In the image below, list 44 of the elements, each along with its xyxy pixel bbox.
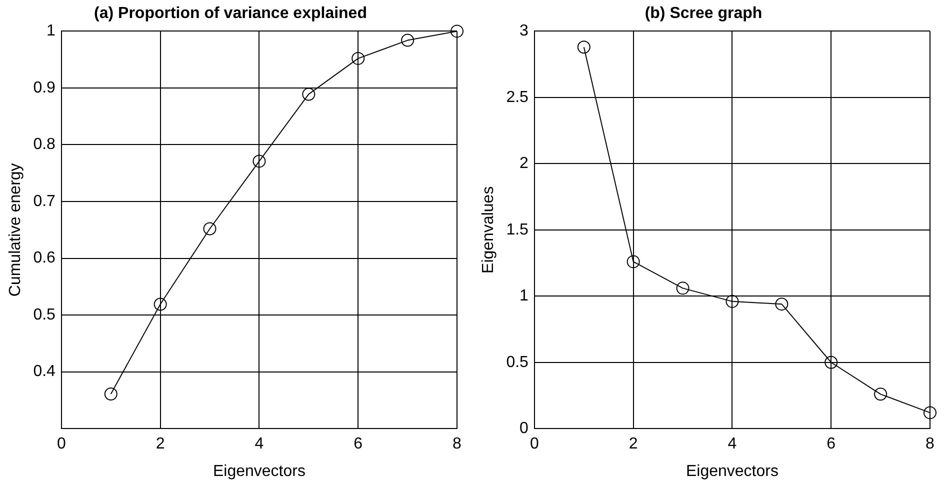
x-tick-label: 8 — [452, 436, 462, 453]
y-tick-label: 1 — [46, 22, 56, 40]
point — [726, 294, 739, 308]
x-tick-label: 6 — [354, 436, 363, 453]
point — [577, 40, 590, 54]
x-axis-title: Eigenvectors — [686, 462, 778, 480]
point — [450, 24, 464, 38]
y-tick-label: 0.5 — [33, 306, 56, 324]
y-tick-label: 0.8 — [33, 136, 56, 154]
point — [401, 34, 414, 47]
point — [104, 387, 118, 400]
point — [352, 52, 365, 65]
y-tick-label: 2 — [520, 155, 529, 172]
point — [302, 88, 316, 101]
y-tick-label: 3 — [520, 22, 529, 40]
y-tick-label: 0.7 — [33, 192, 56, 210]
x-tick-label: 8 — [926, 436, 935, 453]
point — [626, 255, 640, 268]
x-tick-label: 6 — [826, 436, 836, 453]
y-tick-label: 1 — [520, 288, 529, 305]
y-tick-label: 0.4 — [33, 363, 56, 380]
point — [203, 222, 216, 236]
y-tick-label: 0 — [520, 420, 529, 438]
y-tick-label: 0.5 — [506, 354, 529, 371]
x-tick-label: 2 — [628, 436, 638, 453]
x-tick-label: 4 — [728, 436, 737, 453]
point — [252, 154, 266, 168]
y-tick-label: 0.6 — [33, 250, 56, 267]
y-axis-title: Cumulative energy — [7, 163, 24, 297]
y-tick-label: 1.5 — [506, 221, 529, 238]
y-tick-label: 2.5 — [506, 88, 529, 106]
point — [775, 298, 788, 311]
x-tick-label: 4 — [254, 436, 264, 453]
point — [824, 356, 838, 369]
x-tick-label: 2 — [156, 436, 165, 453]
y-axis-title: Eigenvalues — [480, 186, 498, 274]
point — [154, 298, 167, 311]
y-tick-label: 0.9 — [33, 79, 56, 96]
chart-title: (b) Scree graph — [644, 5, 762, 22]
x-axis-title: Eigenvectors — [212, 462, 306, 480]
point — [924, 406, 936, 420]
point — [874, 388, 888, 401]
chart-title: (a) Proportion of variance explained — [94, 5, 367, 22]
point — [676, 282, 690, 295]
